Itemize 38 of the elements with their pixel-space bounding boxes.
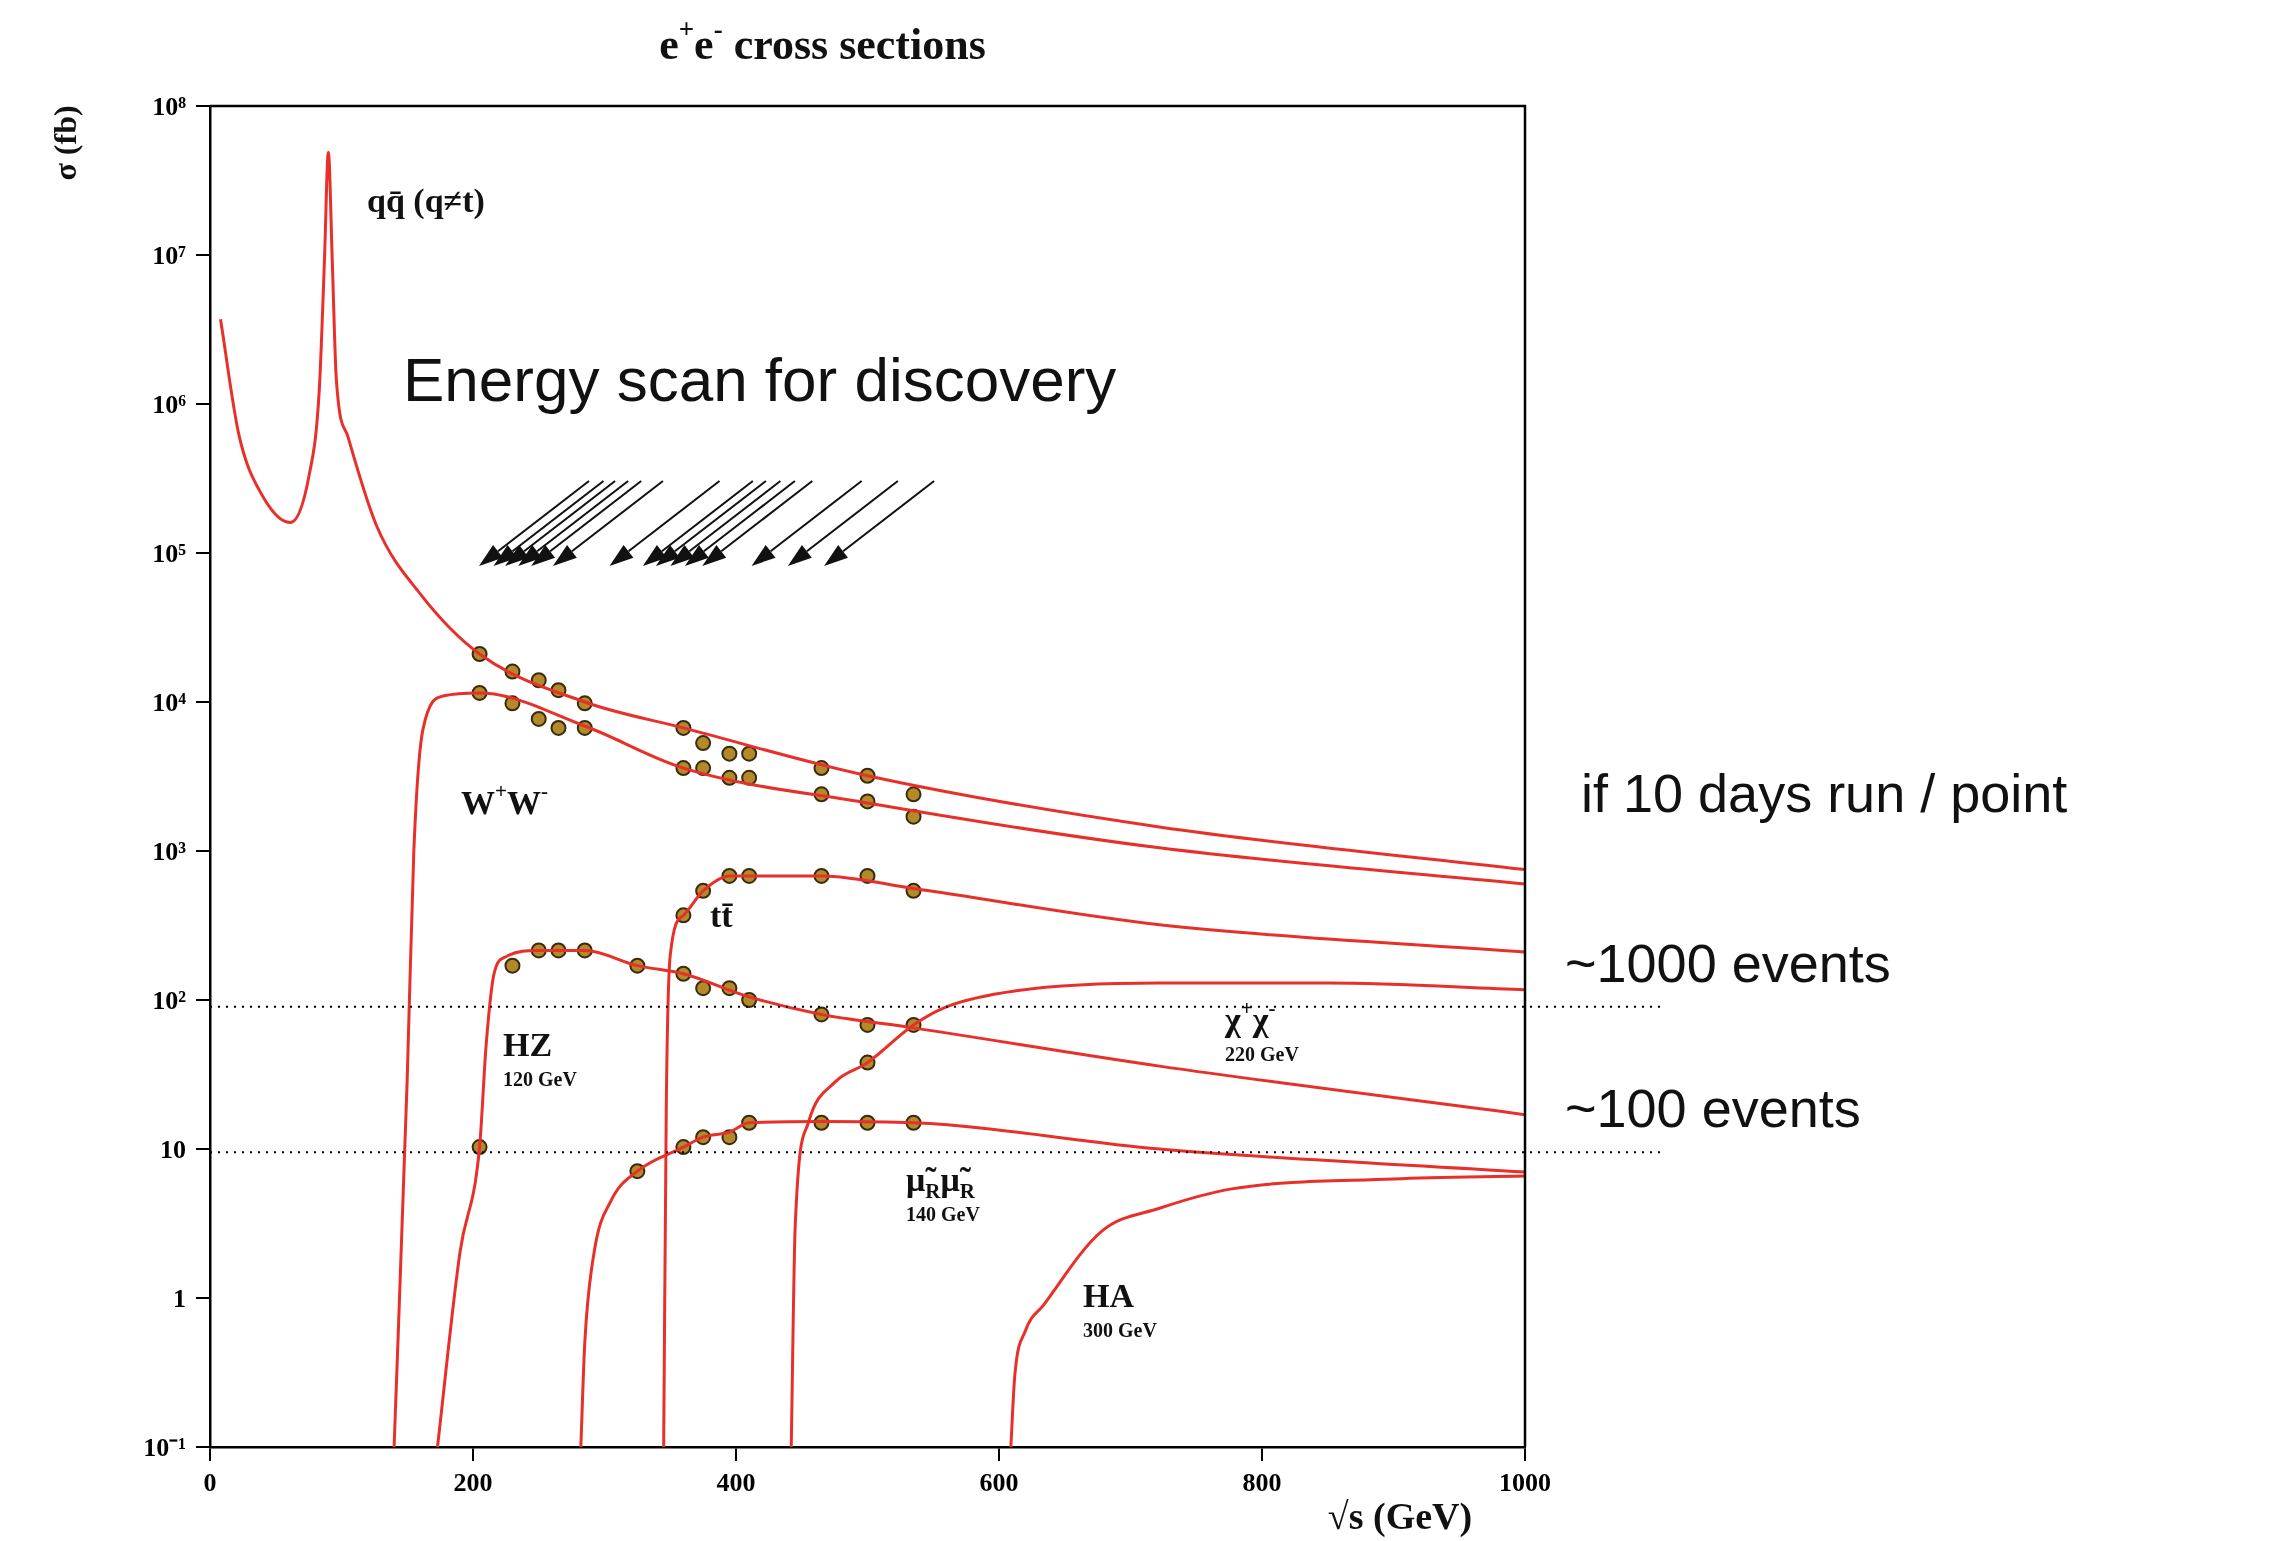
y-tick-label: 10⁷: [152, 241, 187, 270]
ref-line-label: ~100 events: [1565, 1078, 1861, 1139]
annotation: Energy scan for discovery: [403, 345, 1117, 415]
point: [530, 710, 547, 727]
annotation: HA 300 GeV: [1083, 1276, 1158, 1342]
point: [741, 745, 758, 762]
point: [504, 957, 521, 974]
y-tick-label: 10: [160, 1134, 186, 1164]
y-tick-label: 10⁻¹: [143, 1433, 186, 1462]
text: if 10 days run / point: [1581, 762, 2068, 823]
line-series: [219, 150, 1525, 872]
y-tick-label: 1: [173, 1283, 186, 1313]
point: [905, 786, 922, 803]
point: [721, 745, 738, 762]
annotation: HZ 120 GeV: [503, 1025, 578, 1091]
x-axis-title: √s (GeV): [1327, 1494, 1473, 1538]
annotation: qq̄ (q≠t): [367, 181, 485, 220]
point: [695, 735, 712, 752]
x-tick-label: 800: [1242, 1468, 1282, 1498]
y-tick-label: 10⁸: [152, 92, 187, 121]
x-tick-label: 0: [203, 1468, 217, 1498]
y-axis-title: σ (fb): [47, 105, 84, 181]
y-tick-label: 10⁶: [152, 390, 187, 419]
chart-title: e+e- cross sections: [659, 14, 986, 70]
x-tick-label: 600: [979, 1468, 1019, 1498]
point: [695, 980, 712, 997]
ref-line-label: ~1000 events: [1565, 932, 1891, 993]
x-tick-label: 1000: [1499, 1468, 1551, 1498]
annotation: χ+χ- 220 GeV: [1224, 995, 1300, 1066]
y-tick-label: 10²: [152, 986, 187, 1015]
x-tick-label: 200: [453, 1468, 493, 1498]
x-tick-label: 400: [716, 1468, 756, 1498]
point: [550, 719, 567, 736]
annotation: tt̄: [710, 896, 734, 934]
y-tick-label: 10⁵: [152, 539, 187, 568]
y-tick-label: 10⁴: [152, 688, 187, 717]
annotation: W+W-: [461, 778, 548, 821]
y-tick-label: 10³: [152, 837, 187, 866]
